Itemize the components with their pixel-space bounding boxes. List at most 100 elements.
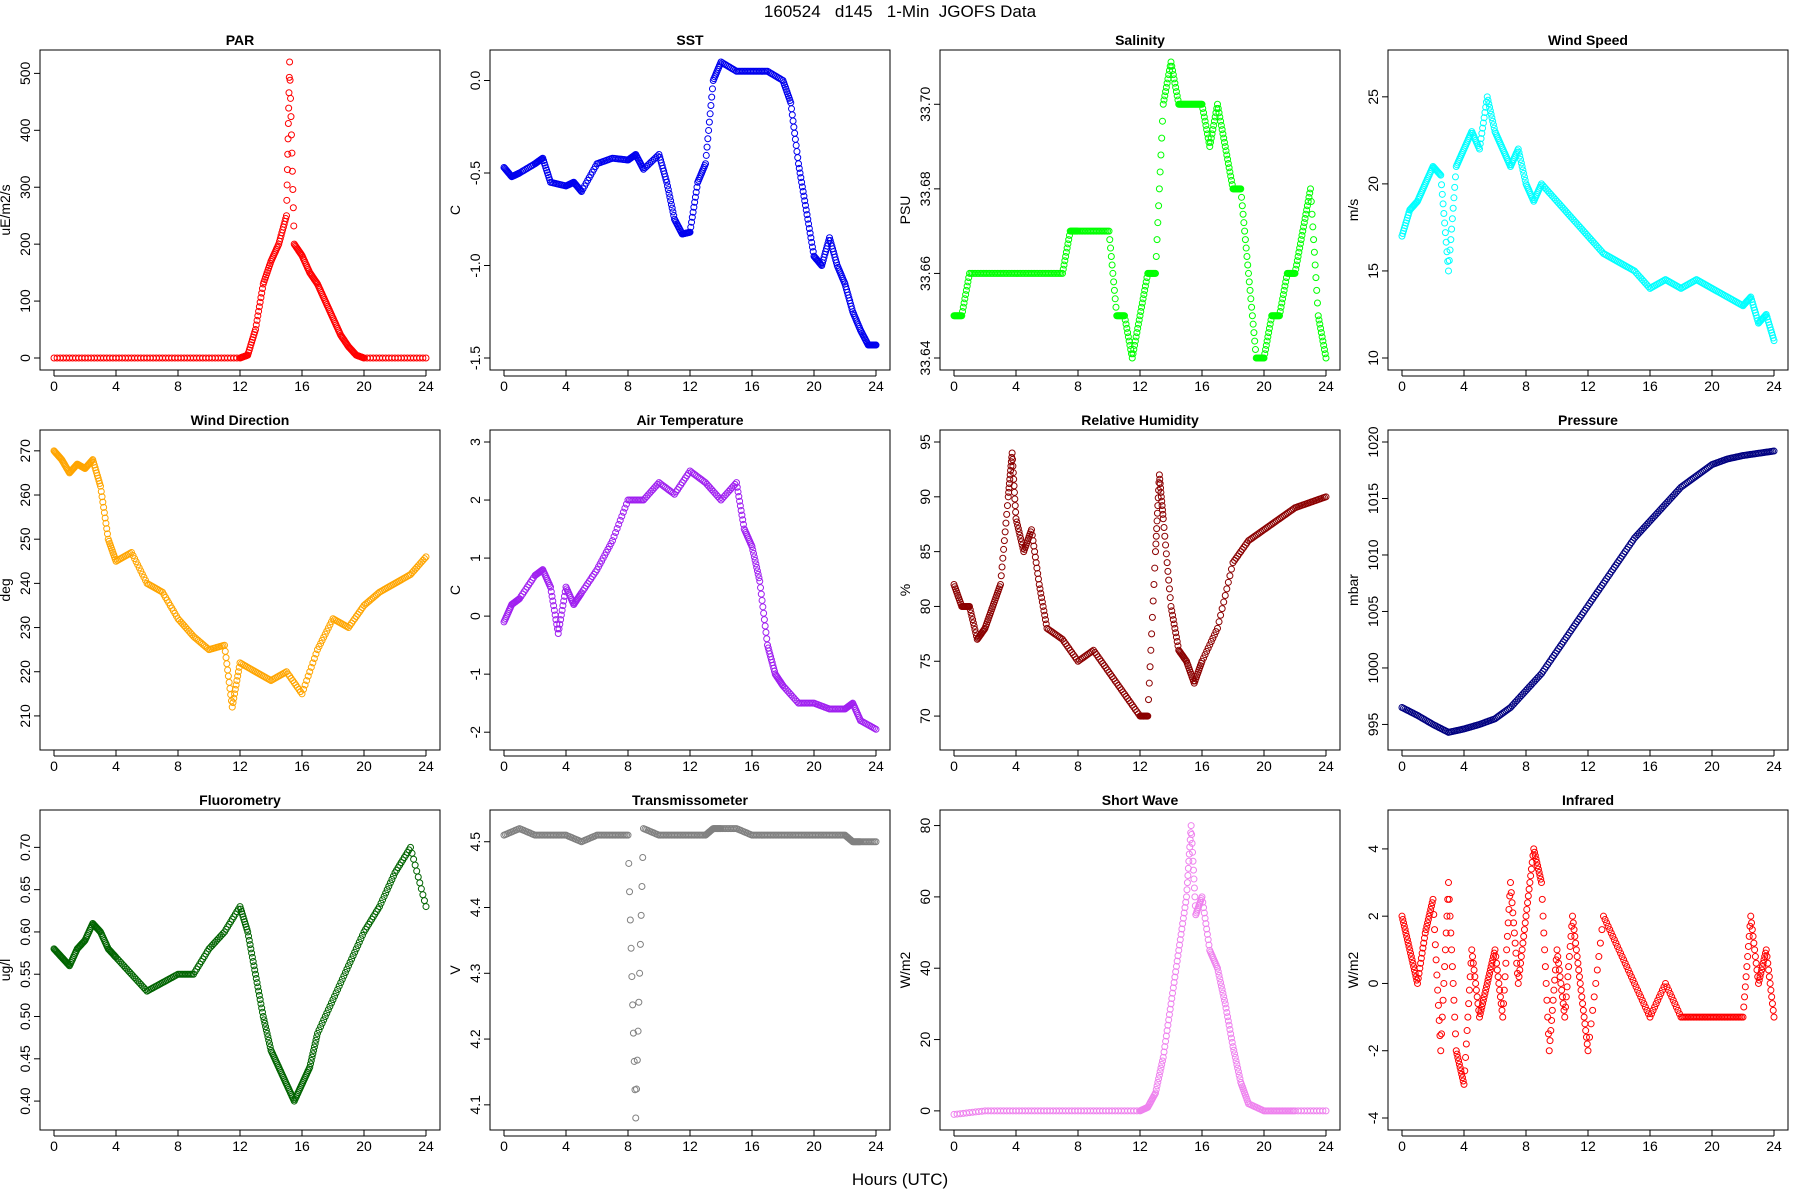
- data-point: [1167, 1000, 1175, 1008]
- data-point: [287, 131, 295, 139]
- data-point: [1770, 447, 1778, 455]
- data-point: [750, 549, 758, 557]
- data-point: [760, 609, 768, 617]
- x-tick-label: 4: [1012, 378, 1020, 394]
- data-point: [1150, 581, 1158, 589]
- data-point: [1184, 871, 1192, 879]
- data-point: [755, 574, 763, 582]
- panel-title: Pressure: [1558, 412, 1618, 428]
- x-tick-label: 12: [682, 758, 698, 774]
- data-point: [1414, 979, 1421, 987]
- data-point: [1297, 236, 1305, 244]
- data-point: [715, 494, 723, 502]
- x-tick-label: 16: [1642, 758, 1658, 774]
- data-point: [1514, 979, 1522, 987]
- data-point: [1454, 1053, 1462, 1061]
- data-point: [1461, 1067, 1469, 1075]
- data-point: [615, 520, 623, 528]
- data-point: [1161, 532, 1169, 540]
- data-point: [1644, 1010, 1652, 1018]
- data-point: [1061, 257, 1069, 265]
- data-point: [1296, 240, 1304, 248]
- data-point: [298, 690, 306, 698]
- data-point: [1413, 976, 1421, 984]
- data-point: [1164, 1021, 1172, 1029]
- data-point: [258, 1008, 266, 1016]
- data-point: [1441, 219, 1449, 227]
- data-point: [340, 972, 348, 980]
- data-point: [1136, 312, 1144, 320]
- data-point: [1165, 1016, 1173, 1024]
- data-point: [1555, 966, 1563, 974]
- data-point: [343, 965, 351, 973]
- data-point: [1516, 152, 1524, 160]
- data-point: [389, 872, 397, 880]
- data-point: [668, 204, 676, 212]
- x-tick-label: 24: [868, 1138, 884, 1154]
- data-point: [705, 118, 713, 126]
- data-point: [1320, 341, 1328, 349]
- data-point: [1765, 973, 1773, 981]
- data-point: [1486, 966, 1494, 974]
- data-point: [627, 944, 635, 952]
- data-point: [1198, 100, 1206, 108]
- data-point: [1310, 248, 1318, 256]
- data-point: [285, 104, 293, 112]
- data-point: [1220, 598, 1228, 606]
- data-point: [1507, 889, 1515, 897]
- data-point: [1248, 312, 1256, 320]
- data-point: [997, 572, 1005, 580]
- data-point: [334, 985, 342, 993]
- data-point: [1000, 545, 1008, 553]
- x-tick-label: 12: [232, 378, 248, 394]
- data-point: [422, 903, 430, 911]
- data-point: [632, 1114, 640, 1122]
- data-point: [1579, 1000, 1587, 1008]
- data-point: [1277, 303, 1285, 311]
- data-point: [1172, 629, 1180, 637]
- data-point: [1450, 194, 1458, 202]
- data-point: [1548, 1016, 1556, 1024]
- data-point: [1168, 995, 1176, 1003]
- data-point: [872, 341, 880, 349]
- panel-par: PAR uE/m2/s 0 4 8 12 16 20 24 0 100 200 300 400 500: [0, 32, 441, 394]
- data-point: [1006, 475, 1014, 483]
- data-point: [1219, 989, 1227, 997]
- data-point: [966, 602, 973, 610]
- data-point: [633, 1056, 641, 1064]
- data-point: [1204, 936, 1212, 944]
- data-points: [950, 822, 1330, 1118]
- data-point: [1400, 922, 1408, 930]
- x-tick-label: 8: [174, 758, 182, 774]
- data-point: [287, 113, 295, 121]
- data-point: [1303, 202, 1311, 210]
- data-point: [1577, 986, 1585, 994]
- data-point: [1155, 202, 1163, 210]
- data-point: [1168, 607, 1176, 615]
- data-point: [1226, 1026, 1234, 1034]
- data-point: [1641, 1003, 1649, 1011]
- data-point: [1063, 244, 1071, 252]
- x-tick-label: 4: [1012, 758, 1020, 774]
- data-point: [556, 620, 564, 628]
- data-point: [1279, 295, 1287, 303]
- data-point: [1478, 129, 1486, 137]
- data-point: [629, 1001, 637, 1009]
- data-point: [1240, 219, 1248, 227]
- y-tick-label: 15: [1365, 263, 1381, 279]
- data-point: [689, 208, 697, 216]
- data-point: [1631, 979, 1638, 987]
- data-point: [1404, 939, 1412, 947]
- data-point: [1263, 337, 1271, 345]
- data-point: [1539, 912, 1547, 920]
- data-points: [500, 825, 880, 1122]
- data-point: [1154, 1078, 1162, 1086]
- data-point: [1503, 946, 1511, 954]
- data-point: [1214, 624, 1221, 632]
- data-point: [1245, 269, 1252, 277]
- data-point: [1579, 1006, 1587, 1014]
- data-point: [1538, 895, 1546, 903]
- data-point: [1476, 145, 1483, 153]
- data-point: [801, 197, 809, 205]
